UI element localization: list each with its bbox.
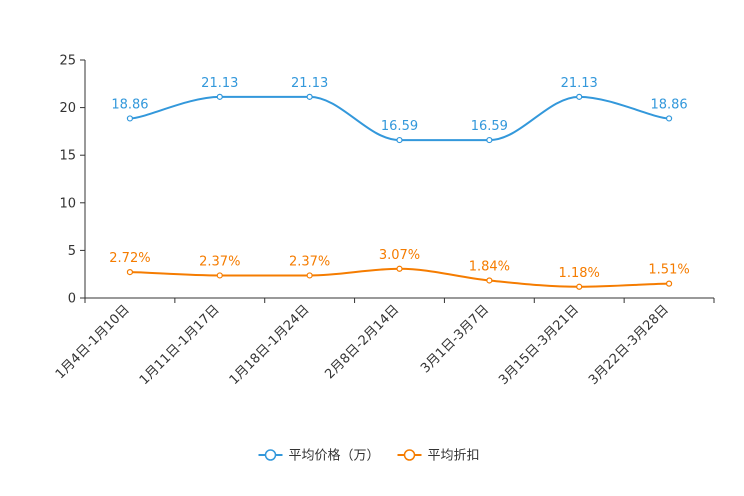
data-point[interactable] [396,136,403,144]
y-tick-label: 20 [59,101,76,116]
data-label: 3.07% [379,248,420,263]
y-tick-label: 0 [68,292,76,307]
series-layer: 18.86 21.13 21.13 16.59 16.59 21.13 18.86 2.72%… [109,76,690,290]
data-point[interactable] [126,269,134,276]
legend-label: 平均价格（万） [289,448,380,464]
data-point[interactable] [576,93,583,100]
data-point[interactable] [486,136,493,144]
data-point[interactable] [665,115,673,122]
data-point[interactable] [576,283,583,290]
series-1: 18.86 21.13 21.13 16.59 16.59 21.13 18.86 [111,76,688,144]
data-point[interactable] [126,115,134,122]
data-label: 1.51% [648,263,689,278]
data-point[interactable] [306,93,313,100]
x-tick-label: 3月1日-3月7日 [418,302,492,376]
data-label: 2.37% [199,254,240,269]
data-label: 21.13 [291,76,328,91]
y-tick-label: 15 [59,149,76,164]
data-point[interactable] [396,265,403,272]
data-point[interactable] [216,272,223,279]
data-point[interactable] [486,277,493,284]
data-label: 2.72% [109,251,150,266]
y-tick-label: 25 [59,54,76,69]
legend-item-1[interactable]: 平均价格（万） [258,448,380,464]
data-label: 21.13 [201,76,238,91]
x-tick-label: 1月18日-1月24日 [227,302,313,388]
series-2: 2.72% 2.37% 2.37% 3.07% 1.84% 1.18% 1.51% [109,248,690,290]
data-point[interactable] [216,93,223,100]
y-tick-label: 5 [68,244,76,259]
x-tick-label: 2月8日-2月14日 [322,302,402,382]
data-label: 16.59 [471,119,508,134]
data-label: 1.84% [469,259,510,274]
x-tick-label: 3月15日-3月21日 [496,302,582,388]
y-tick-label: 10 [59,196,76,211]
x-tick-label: 1月11日-1月17日 [137,302,223,388]
data-label: 18.86 [111,97,148,112]
data-label: 18.86 [650,97,687,112]
legend-item-2[interactable]: 平均折扣 [397,449,480,464]
data-label: 21.13 [561,76,598,91]
legend-marker-icon [264,449,277,461]
legend-marker-icon [403,449,416,461]
x-tick-label: 3月22日-3月28日 [586,302,672,388]
legend-label: 平均折扣 [428,449,480,464]
data-label: 16.59 [381,119,418,134]
data-point[interactable] [306,272,313,279]
x-tick-label: 1月4日-1月10日 [53,302,133,382]
data-point[interactable] [665,280,673,287]
data-label: 2.37% [289,254,330,269]
data-label: 1.18% [559,266,600,281]
legend[interactable]: 平均价格（万） 平均折扣 [258,448,480,464]
